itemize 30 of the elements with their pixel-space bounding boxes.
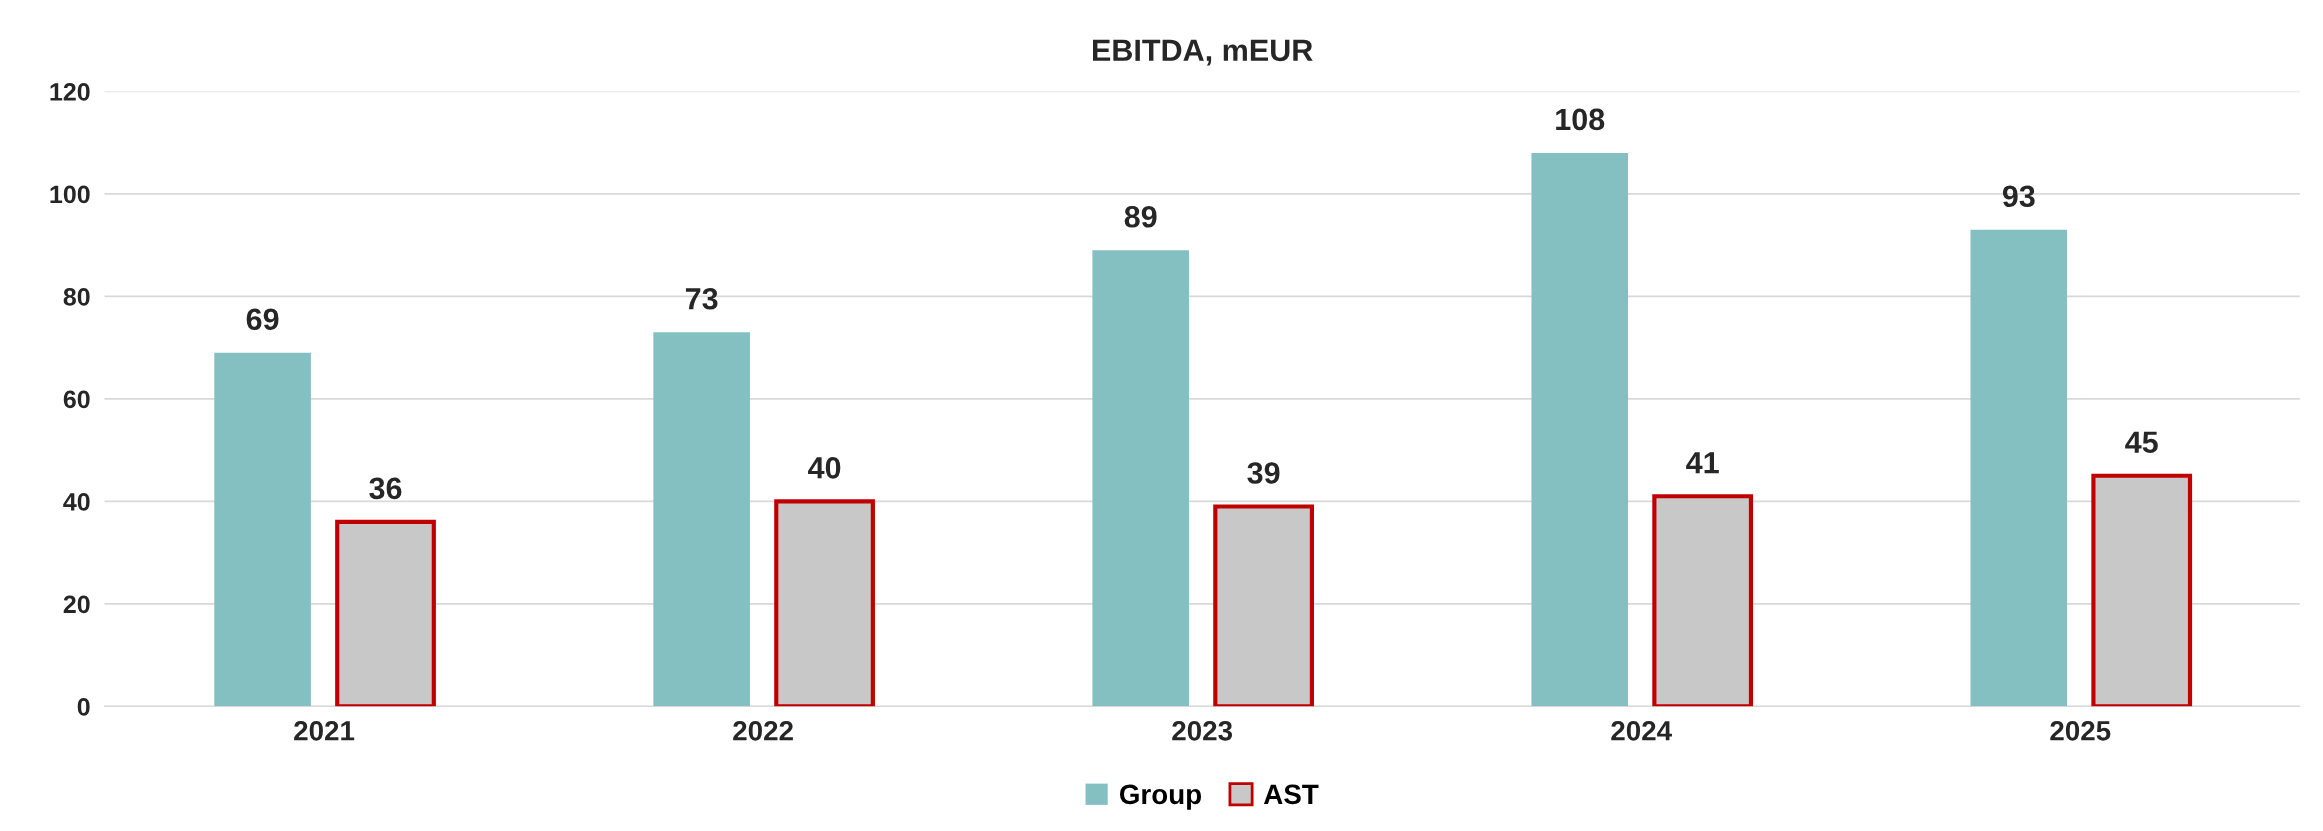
- chart-title: EBITDA, mEUR: [1093, 39, 1313, 66]
- bar: [1970, 229, 2068, 707]
- y-tick-label: 20: [63, 595, 90, 614]
- data-label: 45: [2125, 431, 2158, 454]
- y-tick-label: 120: [50, 83, 90, 101]
- y-tick-label: 0: [77, 697, 90, 716]
- x-tick-label: 2023: [1172, 720, 1233, 741]
- y-tick-label: 80: [63, 287, 90, 306]
- x-tick-label: 2025: [2050, 720, 2111, 741]
- y-tick-label: 100: [50, 185, 90, 204]
- data-label: 93: [2002, 185, 2035, 208]
- y-tick-label: 40: [63, 492, 90, 511]
- bar: [214, 352, 311, 707]
- data-label: 89: [1124, 205, 1157, 228]
- x-tick-label: 2022: [733, 720, 793, 741]
- data-label: 36: [369, 477, 402, 500]
- bar: [653, 332, 750, 707]
- data-label: 108: [1556, 108, 1605, 131]
- bar: [1092, 250, 1189, 707]
- data-label: 41: [1686, 452, 1719, 474]
- x-tick-label: 2024: [1611, 720, 1672, 741]
- data-label: 69: [246, 308, 279, 331]
- data-label: 40: [808, 457, 841, 479]
- legend-label: AST: [1263, 784, 1319, 805]
- data-label: 39: [1247, 462, 1280, 484]
- bar: [1531, 152, 1629, 707]
- legend-label: Group: [1119, 784, 1202, 810]
- data-label: 73: [685, 287, 718, 310]
- x-tick-label: 2021: [294, 720, 355, 741]
- y-tick-label: 60: [63, 390, 90, 409]
